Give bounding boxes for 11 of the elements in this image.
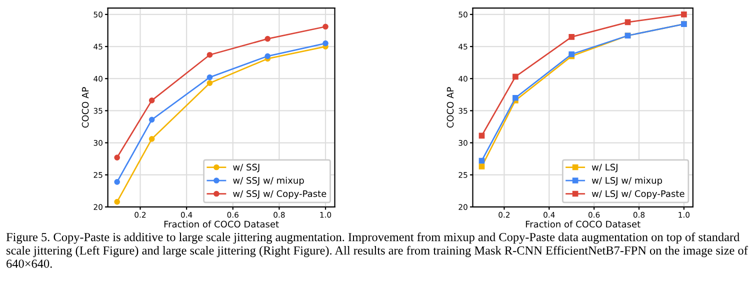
legend-label: w/ SSJ	[233, 164, 260, 172]
caption: Figure 5. Copy-Paste is additive to large scale jittering augmentation. Improvement from mixup and Copy-Paste data augmentation on top of standard scale jittering (Left Figure) and large scale jittering (Right Figure). All results are from training Mask R-CNN EfficientNetB7-FPN on the image size of 640×640.	[6, 232, 748, 268]
legend-label: w/ LSJ	[592, 164, 618, 172]
legend-label: w/ LSJ w/ mixup	[592, 176, 662, 186]
legend-label: w/ SSJ w/ Copy-Paste	[233, 190, 326, 199]
y-axis-title: COCO AP	[82, 87, 89, 128]
x-axis-title: Fraction of COCO Dataset	[526, 220, 640, 228]
legend-label: w/ LSJ w/ Copy-Paste	[592, 190, 684, 199]
x-axis-title: Fraction of COCO Dataset	[164, 220, 279, 228]
legend-label: w/ SSJ w/ mixup	[233, 176, 304, 186]
y-axis-title: COCO AP	[446, 87, 454, 128]
